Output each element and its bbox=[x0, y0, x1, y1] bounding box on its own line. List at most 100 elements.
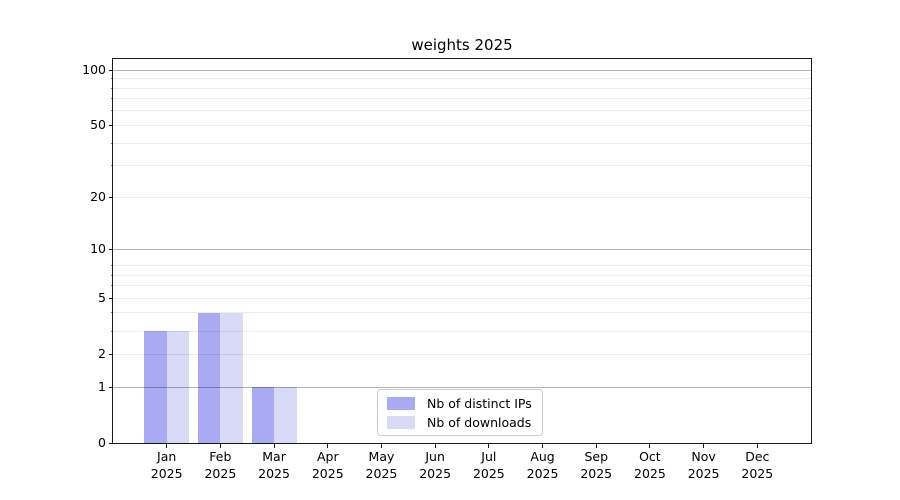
legend: Nb of distinct IPs Nb of downloads bbox=[377, 389, 543, 436]
y-tick-label: 1 bbox=[98, 379, 106, 394]
legend-row-downloads: Nb of downloads bbox=[378, 413, 542, 432]
bar-downloads-feb bbox=[220, 312, 243, 443]
gridline-minor bbox=[113, 78, 811, 80]
x-tick-mark bbox=[219, 444, 221, 448]
x-tick-mark bbox=[166, 444, 168, 448]
x-tick-label-year: 2025 bbox=[634, 465, 666, 481]
y-tick-label: 50 bbox=[90, 117, 106, 133]
legend-swatch-distinct-ips bbox=[387, 396, 415, 410]
gridline-minor bbox=[113, 110, 811, 112]
y-minor-tick-mark bbox=[110, 110, 113, 112]
x-tick-label-year: 2025 bbox=[472, 465, 505, 481]
x-tick-label-month: Dec bbox=[745, 449, 770, 464]
gridline-major bbox=[113, 248, 811, 250]
y-minor-tick-mark bbox=[110, 78, 113, 80]
y-tick-label: 0 bbox=[98, 435, 106, 450]
y-tick-label: 10 bbox=[90, 241, 106, 257]
legend-swatch-downloads bbox=[387, 415, 415, 429]
x-tick-mark bbox=[273, 444, 275, 448]
x-tick-label-month: Jun bbox=[425, 449, 445, 464]
x-tick-label-year: 2025 bbox=[204, 465, 237, 481]
y-minor-tick-mark bbox=[110, 353, 113, 355]
x-tick-mark bbox=[488, 444, 490, 448]
gridline-minor bbox=[113, 274, 811, 276]
x-tick-mark bbox=[327, 444, 329, 448]
x-tick-mark bbox=[756, 444, 758, 448]
x-tick-mark bbox=[542, 444, 544, 448]
legend-row-distinct-ips: Nb of distinct IPs bbox=[378, 394, 542, 413]
x-tick-label: Jul 2025 bbox=[462, 449, 516, 482]
chart-title: weights 2025 bbox=[411, 36, 513, 54]
gridline-minor bbox=[113, 196, 811, 198]
gridline-minor bbox=[113, 124, 811, 126]
y-tick-label: 20 bbox=[90, 189, 106, 205]
x-tick-label-year: 2025 bbox=[419, 465, 452, 481]
bar-distinct-ips-feb bbox=[197, 312, 221, 443]
x-tick-label-month: Oct bbox=[639, 449, 661, 464]
legend-label-downloads: Nb of downloads bbox=[427, 414, 532, 430]
gridline-major bbox=[113, 386, 811, 388]
y-tick-mark bbox=[109, 442, 113, 444]
x-tick-label-year: 2025 bbox=[687, 465, 720, 481]
y-tick-label: 2 bbox=[98, 346, 106, 362]
y-tick-label: 100 bbox=[82, 62, 106, 78]
gridline-minor bbox=[113, 297, 811, 299]
x-tick-label-month: Mar bbox=[262, 449, 286, 464]
gridline-minor bbox=[113, 330, 811, 332]
gridline-minor bbox=[113, 87, 811, 89]
x-tick-label-month: Feb bbox=[209, 449, 232, 464]
x-tick-label: Nov 2025 bbox=[677, 449, 731, 482]
x-tick-label-year: 2025 bbox=[258, 465, 290, 481]
x-tick-label: Apr 2025 bbox=[301, 449, 355, 482]
y-minor-tick-mark bbox=[110, 274, 113, 276]
gridline-minor bbox=[113, 265, 811, 266]
y-minor-tick-mark bbox=[110, 196, 113, 198]
gridline-minor bbox=[113, 142, 811, 144]
legend-label-distinct-ips: Nb of distinct IPs bbox=[427, 395, 532, 411]
x-tick-mark bbox=[703, 444, 705, 448]
x-tick-mark bbox=[434, 444, 436, 448]
x-tick-label-month: Aug bbox=[530, 449, 555, 464]
x-tick-label: Jan 2025 bbox=[140, 449, 194, 482]
y-minor-tick-mark bbox=[110, 330, 113, 332]
bar-downloads-mar bbox=[274, 387, 297, 443]
y-tick-label: 5 bbox=[98, 290, 106, 306]
y-tick-mark bbox=[109, 248, 113, 250]
gridline-minor bbox=[113, 312, 811, 314]
y-minor-tick-mark bbox=[110, 124, 113, 126]
y-tick-mark bbox=[109, 386, 113, 388]
x-tick-label: Aug 2025 bbox=[516, 449, 570, 482]
x-tick-label-month: Nov bbox=[691, 449, 716, 464]
bar-distinct-ips-jan bbox=[144, 331, 167, 443]
x-tick-label-month: May bbox=[368, 449, 395, 464]
x-tick-label-year: 2025 bbox=[580, 465, 613, 481]
bar-distinct-ips-mar bbox=[251, 387, 275, 443]
y-minor-tick-mark bbox=[110, 142, 113, 144]
x-tick-label: Mar 2025 bbox=[247, 449, 301, 482]
bar-downloads-jan bbox=[166, 331, 190, 443]
x-tick-label-month: Jan bbox=[157, 449, 177, 464]
x-tick-label-year: 2025 bbox=[526, 465, 559, 481]
y-minor-tick-mark bbox=[110, 265, 113, 266]
x-tick-mark bbox=[595, 444, 597, 448]
gridline-minor bbox=[113, 98, 811, 100]
x-tick-label: May 2025 bbox=[355, 449, 409, 482]
x-tick-label: Sep 2025 bbox=[569, 449, 623, 482]
x-tick-label: Feb 2025 bbox=[194, 449, 248, 482]
gridline-major bbox=[113, 69, 811, 71]
x-tick-mark bbox=[649, 444, 651, 448]
y-minor-tick-mark bbox=[110, 98, 113, 100]
x-tick-label: Jun 2025 bbox=[408, 449, 462, 482]
x-tick-label-year: 2025 bbox=[365, 465, 398, 481]
x-tick-label: Oct 2025 bbox=[623, 449, 677, 482]
x-tick-label-month: Apr bbox=[316, 449, 339, 464]
x-tick-mark bbox=[380, 444, 382, 448]
plot-area: Nb of distinct IPs Nb of downloads bbox=[112, 58, 812, 444]
y-minor-tick-mark bbox=[110, 285, 113, 287]
y-minor-tick-mark bbox=[110, 87, 113, 89]
x-tick-label: Dec 2025 bbox=[730, 449, 784, 482]
gridline-minor bbox=[113, 285, 811, 287]
y-minor-tick-mark bbox=[110, 297, 113, 299]
x-tick-label-month: Jul bbox=[481, 449, 497, 464]
